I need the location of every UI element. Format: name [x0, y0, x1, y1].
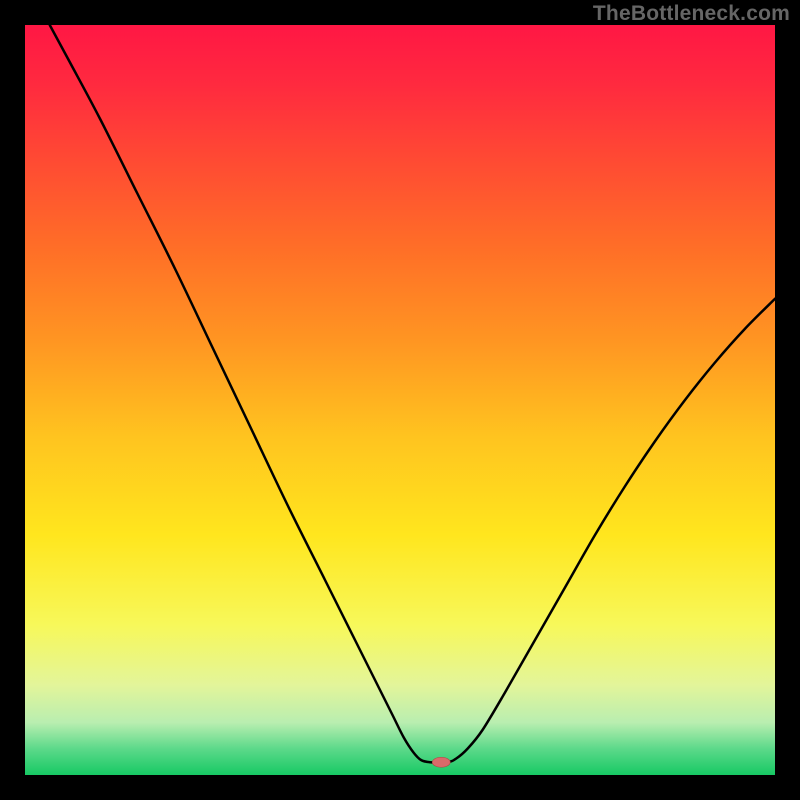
optimal-point-marker — [432, 757, 450, 767]
bottleneck-chart — [0, 0, 800, 800]
watermark-text: TheBottleneck.com — [593, 2, 790, 26]
chart-container: TheBottleneck.com — [0, 0, 800, 800]
plot-background — [25, 25, 775, 775]
